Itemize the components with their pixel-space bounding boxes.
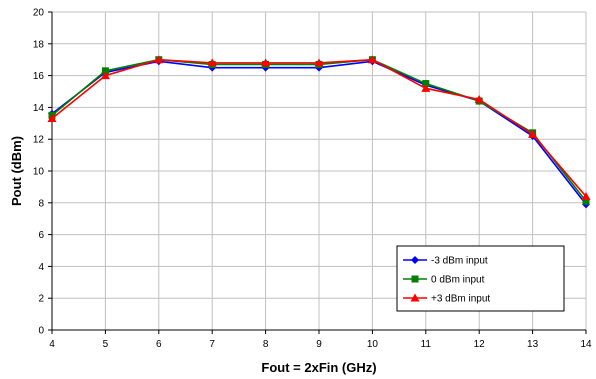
- y-tick-label-10: 10: [33, 167, 45, 178]
- data-point-s2-x5: [101, 67, 109, 75]
- x-tick-label-14: 14: [580, 339, 592, 350]
- x-tick-label-12: 12: [474, 339, 486, 350]
- x-tick-label-13: 13: [527, 339, 539, 350]
- x-tick-label-9: 9: [316, 339, 322, 350]
- y-axis-title: Pout (dBm): [9, 136, 24, 206]
- x-tick-label-6: 6: [156, 339, 162, 350]
- x-tick-label-4: 4: [49, 339, 55, 350]
- data-point-s3-x4: [47, 114, 57, 123]
- x-tick-label-10: 10: [367, 339, 379, 350]
- legend-swatch-marker: [411, 256, 419, 264]
- data-point-s3-x13: [528, 129, 538, 138]
- series-3: [47, 55, 591, 200]
- x-tick-label-5: 5: [103, 339, 109, 350]
- data-point-s3-x9: [314, 58, 324, 67]
- y-tick-label-18: 18: [33, 39, 45, 50]
- legend: -3 dBm input 0 dBm input +3 dBm input: [396, 245, 565, 312]
- legend-label: 0 dBm input: [431, 275, 485, 286]
- data-point-s3-x8: [261, 58, 271, 67]
- legend-swatch-marker: [411, 275, 419, 283]
- data-point-s3-x5: [100, 71, 110, 80]
- data-point-s3-x14: [581, 191, 591, 200]
- legend-item-1: -3 dBm input: [403, 256, 488, 267]
- legend-label: -3 dBm input: [431, 256, 488, 267]
- data-point-s2-x11: [422, 80, 430, 88]
- legend-items: -3 dBm input 0 dBm input +3 dBm input: [403, 256, 490, 305]
- y-tick-label-12: 12: [33, 135, 45, 146]
- y-tick-label-20: 20: [33, 8, 45, 19]
- y-tick-label-2: 2: [38, 294, 44, 305]
- x-tick-label-7: 7: [209, 339, 215, 350]
- legend-item-3: +3 dBm input: [403, 293, 490, 305]
- legend-swatch-marker: [410, 293, 420, 302]
- data-point-s3-x12: [474, 94, 484, 103]
- data-point-s3-x11: [421, 83, 431, 92]
- series: [47, 55, 591, 209]
- y-tick-label-16: 16: [33, 71, 45, 82]
- data-point-s3-x6: [154, 55, 164, 64]
- legend-item-2: 0 dBm input: [403, 275, 485, 286]
- x-tick-label-11: 11: [421, 339, 432, 350]
- x-axis-title: Fout = 2xFin (GHz): [261, 360, 376, 375]
- y-tick-label-6: 6: [38, 230, 44, 241]
- data-point-s2-x14: [582, 197, 590, 205]
- y-tick-label-0: 0: [38, 326, 44, 337]
- data-point-s3-x7: [207, 58, 217, 67]
- y-tick-label-8: 8: [38, 198, 44, 209]
- data-point-s3-x10: [367, 55, 377, 64]
- legend-label: +3 dBm input: [431, 294, 490, 305]
- y-tick-label-4: 4: [38, 262, 44, 273]
- tick-labels: 4 5 6 7 8 9 10 11 12 13 14 0 2 4 6 8 10 12 14 16 18 20: [33, 8, 592, 351]
- x-tick-label-8: 8: [263, 339, 269, 350]
- y-tick-label-14: 14: [33, 103, 45, 114]
